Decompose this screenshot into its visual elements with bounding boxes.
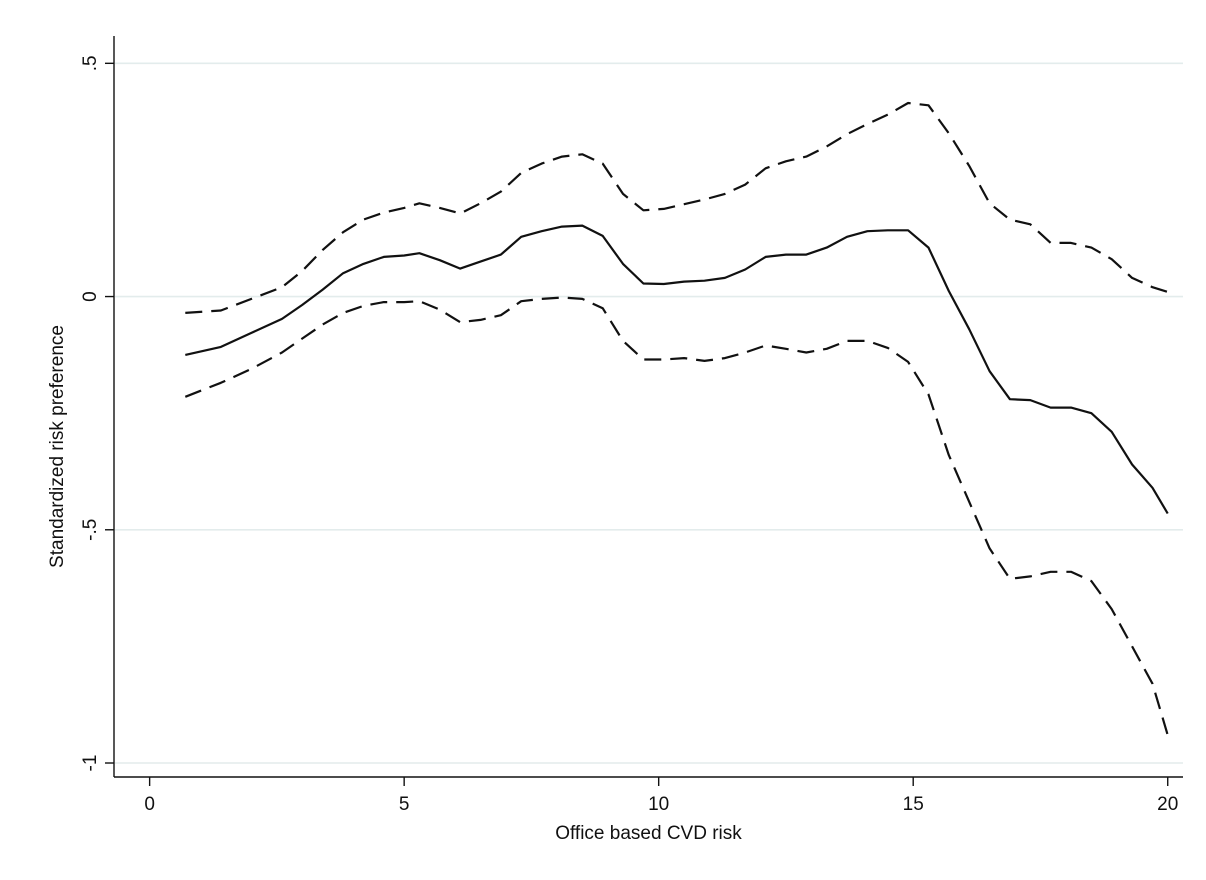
x-axis-title: Office based CVD risk xyxy=(555,823,742,844)
y-tick-label-1: 0 xyxy=(80,291,101,302)
x-tick-label-4: 20 xyxy=(1157,794,1178,815)
series-lines xyxy=(184,101,1169,736)
axes xyxy=(113,36,1183,778)
x-tick-label-0: 0 xyxy=(144,794,155,815)
x-tick-label-1: 5 xyxy=(399,794,410,815)
y-tick-label-2: -.5 xyxy=(80,519,101,541)
y-tick-label-0: .5 xyxy=(80,55,101,71)
series-line-1-dashed xyxy=(185,101,1169,314)
gridlines xyxy=(115,62,1183,764)
x-tick-label-2: 10 xyxy=(648,794,669,815)
x-tick-label-3: 15 xyxy=(903,794,924,815)
y-tick-label-3: -1 xyxy=(80,755,101,772)
series-line-0-solid xyxy=(185,224,1169,515)
y-axis-title: Standardized risk preference xyxy=(47,325,68,568)
y-ticks: .5 0 -.5 -1 xyxy=(80,55,114,771)
x-ticks: 0 5 10 15 20 xyxy=(144,777,1178,815)
series-line-2-dashed xyxy=(184,296,1169,736)
